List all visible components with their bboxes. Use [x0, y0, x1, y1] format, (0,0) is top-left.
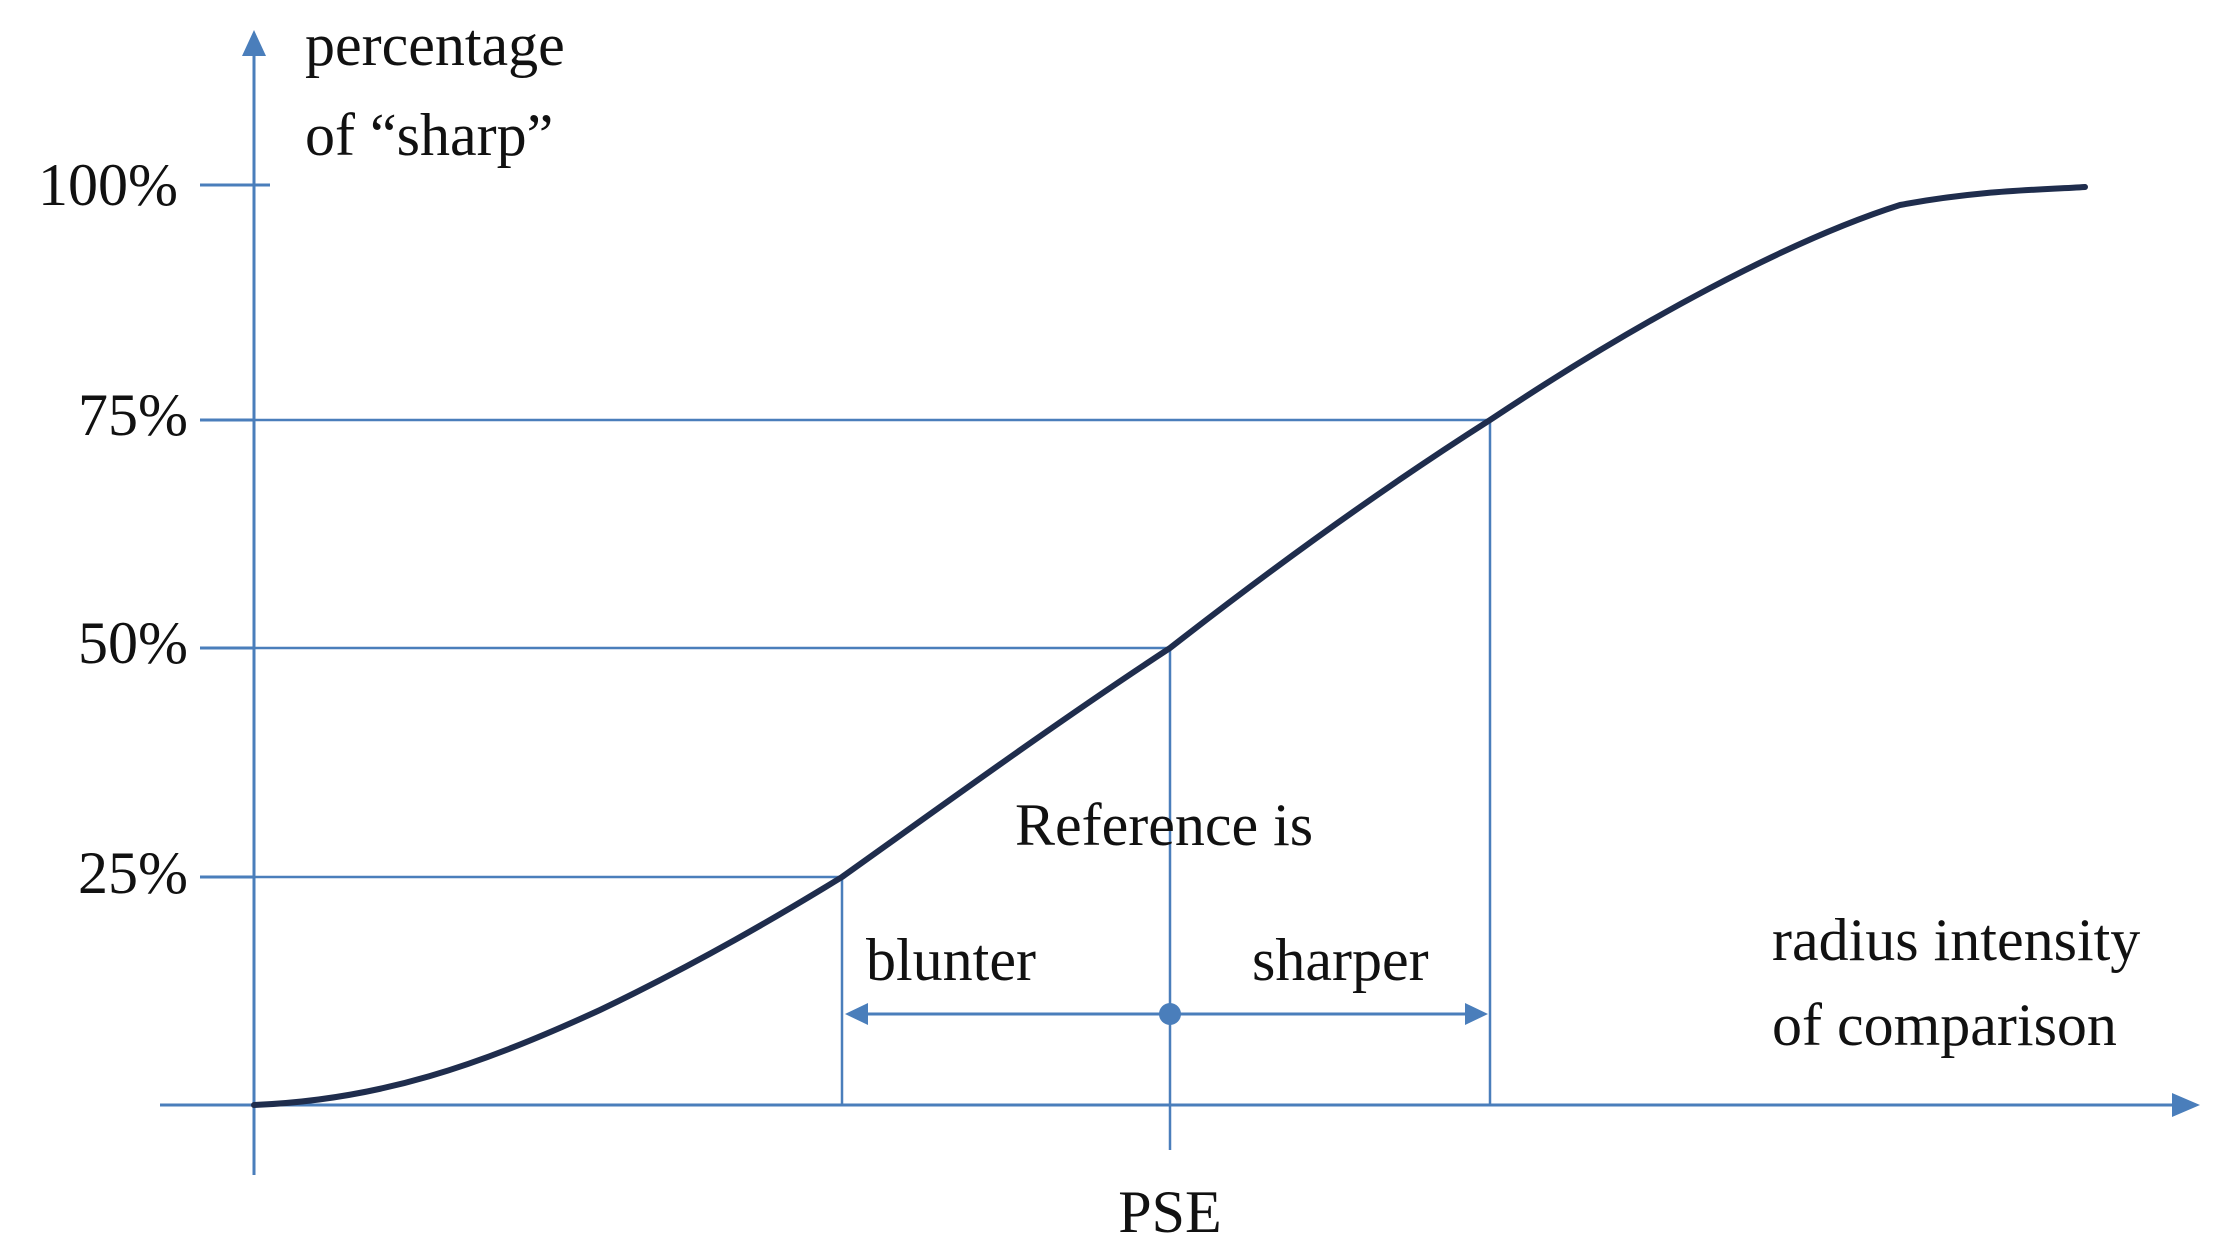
pse-point	[1159, 1003, 1181, 1025]
sharper-label: sharper	[1252, 927, 1429, 993]
reference-label: Reference is	[1015, 792, 1313, 858]
x-axis-arrowhead	[2172, 1093, 2200, 1117]
x-axis-label-line1: radius intensity	[1772, 907, 2140, 973]
y-axis-label-line2: of “sharp”	[305, 102, 553, 168]
x-axis-label-line2: of comparison	[1772, 992, 2117, 1058]
tick-label-100: 100%	[38, 152, 178, 218]
blunter-arrowhead	[845, 1003, 868, 1025]
sharper-arrowhead	[1465, 1003, 1488, 1025]
tick-label-75: 75%	[78, 382, 188, 448]
tick-label-50: 50%	[78, 610, 188, 676]
y-axis-label-line1: percentage	[305, 12, 565, 78]
pse-label: PSE	[1118, 1179, 1221, 1245]
blunter-label: blunter	[866, 927, 1036, 993]
psychometric-curve	[251, 184, 2088, 1108]
tick-label-25: 25%	[78, 840, 188, 906]
y-axis-arrowhead	[242, 30, 266, 56]
